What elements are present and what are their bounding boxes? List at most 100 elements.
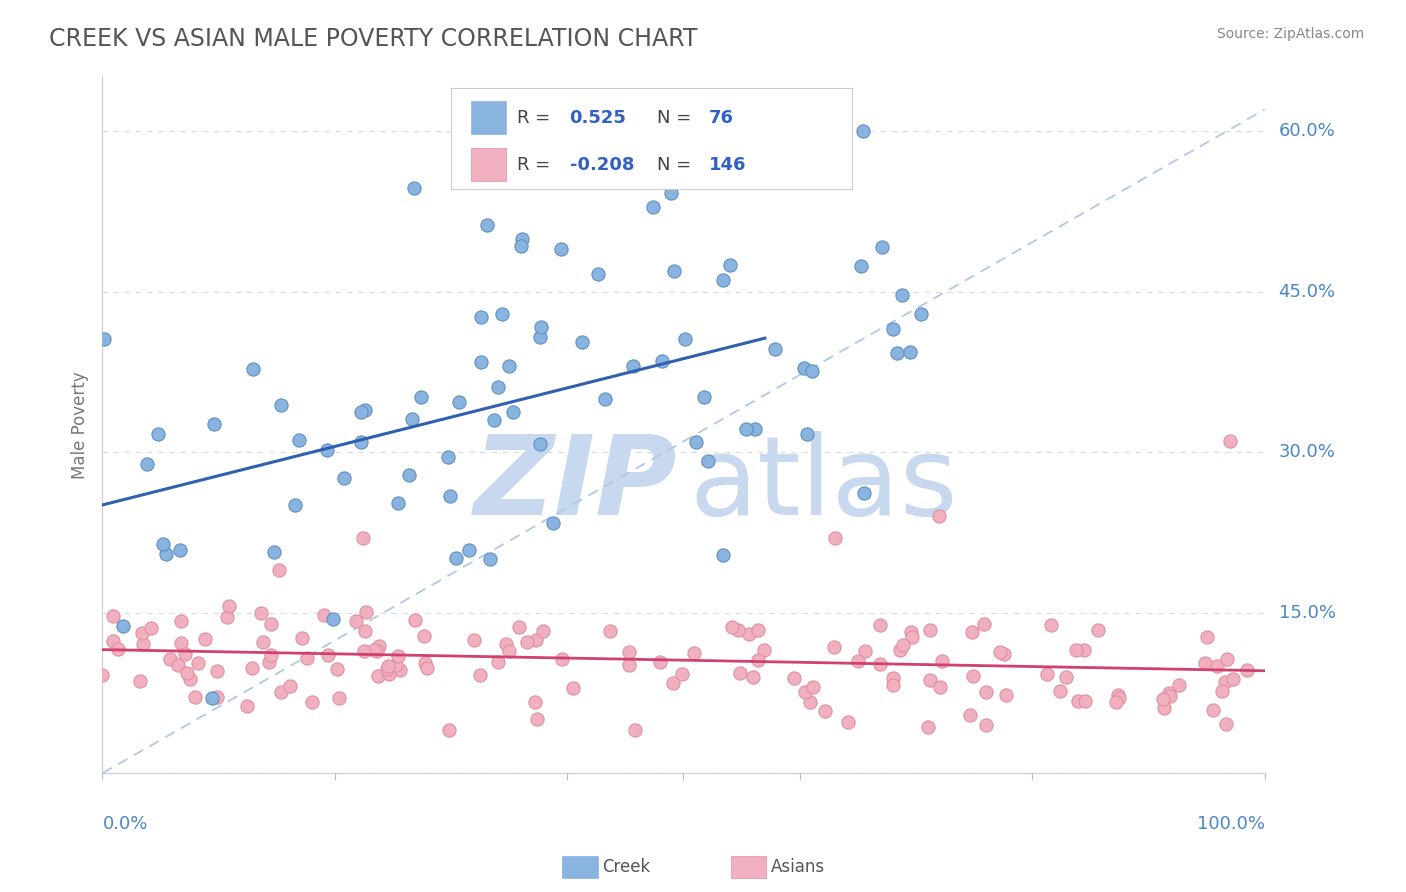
Point — [747, 653, 769, 667]
Point — [405, 614, 427, 628]
Y-axis label: Male Poverty: Male Poverty — [72, 371, 89, 479]
Point — [814, 705, 837, 719]
Point — [260, 617, 283, 632]
Point — [250, 606, 273, 620]
Point — [354, 605, 377, 619]
Text: R =: R = — [517, 155, 551, 174]
Point — [1108, 691, 1130, 706]
Point — [354, 402, 377, 417]
Point — [131, 626, 153, 640]
Point — [524, 632, 547, 647]
Point — [852, 124, 875, 138]
Point — [301, 695, 323, 709]
Point — [711, 272, 734, 286]
Point — [257, 655, 280, 669]
Point — [931, 654, 953, 668]
Point — [1107, 689, 1129, 703]
Point — [344, 614, 367, 628]
Point — [377, 658, 399, 673]
Point — [378, 666, 401, 681]
Point — [530, 320, 553, 334]
FancyBboxPatch shape — [451, 88, 852, 189]
Text: Asians: Asians — [770, 858, 824, 876]
Point — [291, 632, 314, 646]
Point — [901, 631, 924, 645]
Point — [510, 232, 533, 246]
Point — [846, 654, 869, 668]
Point — [215, 610, 238, 624]
Point — [176, 665, 198, 680]
Point — [375, 662, 398, 676]
Point — [328, 690, 350, 705]
Point — [621, 359, 644, 374]
Point — [1036, 666, 1059, 681]
Point — [1236, 663, 1258, 677]
Point — [837, 714, 859, 729]
Point — [242, 362, 264, 376]
Point — [918, 673, 941, 687]
Point — [187, 656, 209, 670]
Point — [491, 307, 513, 321]
Point — [218, 599, 240, 614]
Point — [439, 489, 461, 503]
Point — [1152, 691, 1174, 706]
Point — [920, 623, 942, 637]
Point — [295, 651, 318, 665]
Point — [1167, 678, 1189, 692]
Point — [541, 516, 564, 530]
Point — [363, 643, 385, 657]
Text: N =: N = — [657, 155, 690, 174]
Point — [1211, 683, 1233, 698]
Point — [252, 634, 274, 648]
Point — [683, 646, 706, 660]
Point — [711, 548, 734, 562]
Point — [288, 433, 311, 447]
Point — [91, 668, 114, 682]
Point — [593, 392, 616, 406]
Point — [170, 636, 193, 650]
Point — [498, 359, 520, 373]
Point — [1194, 657, 1216, 671]
Point — [531, 624, 554, 638]
Text: Creek: Creek — [602, 858, 650, 876]
Point — [910, 307, 932, 321]
Point — [93, 332, 115, 346]
Point — [1215, 717, 1237, 731]
Point — [1054, 671, 1077, 685]
Point — [139, 621, 162, 635]
Point — [1049, 684, 1071, 698]
Point — [350, 405, 373, 419]
Point — [498, 643, 520, 657]
Point — [671, 667, 693, 681]
Point — [103, 634, 125, 648]
Point — [1197, 630, 1219, 644]
Point — [524, 695, 547, 709]
Point — [1074, 694, 1097, 708]
Point — [468, 668, 491, 682]
Point — [752, 643, 775, 657]
Point — [411, 390, 433, 404]
Text: CREEK VS ASIAN MALE POVERTY CORRELATION CHART: CREEK VS ASIAN MALE POVERTY CORRELATION … — [49, 27, 697, 51]
Point — [112, 619, 135, 633]
Point — [526, 712, 548, 726]
Point — [1213, 675, 1236, 690]
Point — [416, 661, 439, 675]
Point — [599, 624, 621, 638]
Point — [413, 629, 436, 643]
Point — [673, 332, 696, 346]
Point — [413, 656, 436, 670]
Point — [973, 616, 995, 631]
Point — [267, 563, 290, 577]
Point — [152, 536, 174, 550]
Point — [993, 647, 1015, 661]
Point — [470, 310, 492, 325]
Point — [439, 723, 461, 738]
Point — [515, 635, 537, 649]
Point — [960, 624, 983, 639]
Point — [205, 690, 228, 705]
Point — [107, 642, 129, 657]
Point — [869, 618, 891, 632]
Text: 30.0%: 30.0% — [1278, 443, 1336, 461]
Point — [744, 422, 766, 436]
Text: 100.0%: 100.0% — [1197, 815, 1264, 833]
